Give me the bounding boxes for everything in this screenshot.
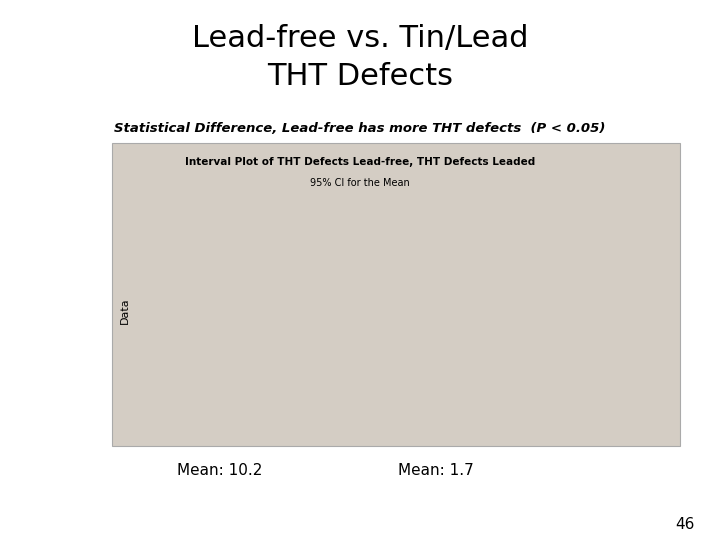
Text: Lead-free vs. Tin/Lead: Lead-free vs. Tin/Lead — [192, 24, 528, 53]
Text: THT Defects: THT Defects — [267, 62, 453, 91]
Text: Mean: 10.2: Mean: 10.2 — [177, 463, 262, 478]
Text: 95% CI for the Mean: 95% CI for the Mean — [310, 178, 410, 188]
Text: Mean: 1.7: Mean: 1.7 — [397, 463, 474, 478]
Text: Data: Data — [120, 297, 130, 324]
Text: Interval Plot of THT Defects Lead-free, THT Defects Leaded: Interval Plot of THT Defects Lead-free, … — [185, 157, 535, 167]
Text: Statistical Difference, Lead-free has more THT defects  (P < 0.05): Statistical Difference, Lead-free has mo… — [114, 122, 606, 134]
Text: 46: 46 — [675, 517, 695, 532]
